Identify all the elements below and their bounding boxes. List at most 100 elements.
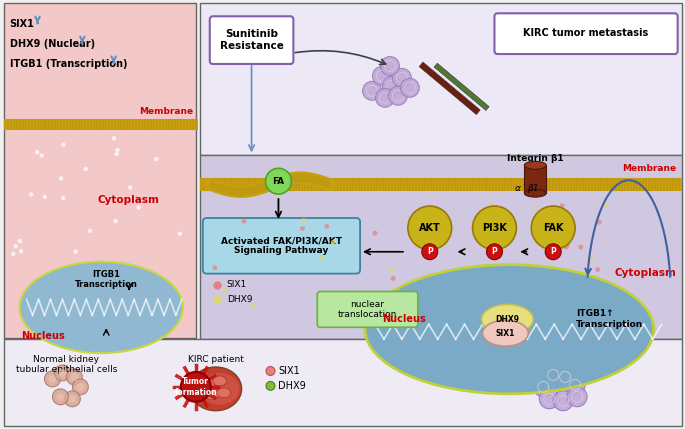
FancyBboxPatch shape — [203, 218, 360, 274]
Circle shape — [565, 375, 585, 395]
Circle shape — [603, 202, 608, 207]
Circle shape — [473, 206, 516, 250]
Text: DHX9: DHX9 — [495, 315, 519, 324]
Circle shape — [40, 153, 44, 158]
Circle shape — [390, 276, 396, 281]
Circle shape — [373, 66, 391, 85]
Text: ITGB1↑
Transcription: ITGB1↑ Transcription — [576, 309, 643, 329]
FancyBboxPatch shape — [210, 16, 293, 64]
Circle shape — [543, 365, 563, 385]
Circle shape — [14, 244, 18, 248]
Text: P: P — [492, 247, 497, 256]
Circle shape — [565, 242, 570, 247]
Text: KIRC patient: KIRC patient — [188, 355, 244, 364]
Circle shape — [18, 239, 22, 243]
Text: Nucleus: Nucleus — [22, 331, 65, 341]
Text: PI3K: PI3K — [482, 223, 507, 233]
Circle shape — [136, 205, 141, 210]
Bar — [434, 63, 489, 110]
Text: Normal kidney
tubular epithelial cells: Normal kidney tubular epithelial cells — [16, 355, 117, 375]
Text: KIRC tumor metastasis: KIRC tumor metastasis — [523, 28, 649, 38]
Circle shape — [58, 369, 66, 377]
Ellipse shape — [200, 373, 240, 405]
Circle shape — [35, 150, 39, 154]
Circle shape — [49, 375, 56, 383]
Ellipse shape — [365, 265, 653, 394]
Circle shape — [241, 219, 247, 224]
Circle shape — [29, 192, 34, 197]
Text: DHX9: DHX9 — [278, 381, 306, 391]
Bar — [524, 165, 546, 193]
Circle shape — [539, 389, 559, 409]
Circle shape — [154, 157, 158, 161]
Circle shape — [553, 391, 573, 411]
Text: SIX1: SIX1 — [10, 19, 34, 29]
Circle shape — [597, 220, 601, 225]
Circle shape — [177, 232, 182, 236]
Circle shape — [331, 240, 336, 245]
Circle shape — [115, 148, 120, 152]
FancyBboxPatch shape — [200, 3, 682, 155]
Circle shape — [45, 371, 60, 387]
Circle shape — [362, 82, 382, 100]
Circle shape — [66, 369, 82, 385]
Text: Membrane: Membrane — [623, 164, 677, 173]
Circle shape — [401, 79, 419, 97]
Circle shape — [436, 236, 440, 241]
Text: Nucleus: Nucleus — [382, 314, 426, 324]
Circle shape — [373, 231, 377, 236]
Circle shape — [19, 249, 23, 254]
Circle shape — [319, 256, 324, 261]
Circle shape — [212, 265, 217, 270]
Circle shape — [388, 86, 408, 105]
FancyBboxPatch shape — [200, 155, 682, 339]
Text: ITGB1
Transcription: ITGB1 Transcription — [75, 270, 138, 289]
Text: SIX1: SIX1 — [496, 329, 515, 338]
Ellipse shape — [482, 320, 528, 346]
Text: Cytoplasm: Cytoplasm — [97, 195, 159, 205]
Circle shape — [390, 268, 395, 273]
Circle shape — [61, 142, 66, 147]
Text: SIX1: SIX1 — [278, 366, 300, 376]
Circle shape — [589, 257, 594, 262]
Text: SIX1: SIX1 — [227, 280, 247, 289]
Circle shape — [578, 245, 584, 250]
Circle shape — [71, 373, 78, 381]
Circle shape — [532, 205, 537, 210]
Circle shape — [560, 203, 564, 208]
Ellipse shape — [20, 262, 183, 353]
Text: DHX9 (Nuclear): DHX9 (Nuclear) — [10, 39, 95, 49]
Circle shape — [251, 304, 256, 309]
Text: KIRC cells: KIRC cells — [537, 355, 581, 364]
Circle shape — [128, 185, 132, 190]
Circle shape — [88, 229, 92, 233]
Text: ITGB1 (Transcription): ITGB1 (Transcription) — [10, 59, 127, 69]
Text: Activated FAK/PI3K/AKT
Signaling Pathway: Activated FAK/PI3K/AKT Signaling Pathway — [221, 236, 342, 256]
Bar — [419, 62, 480, 115]
Circle shape — [266, 168, 291, 194]
Circle shape — [564, 245, 569, 250]
Text: nuclear
translocation: nuclear translocation — [337, 300, 397, 319]
Circle shape — [114, 152, 119, 156]
Circle shape — [11, 252, 16, 256]
Bar — [200, 178, 682, 191]
Text: Tumor
formation: Tumor formation — [175, 377, 217, 396]
Ellipse shape — [205, 390, 219, 400]
Circle shape — [112, 136, 116, 141]
Ellipse shape — [524, 161, 546, 169]
Circle shape — [59, 176, 63, 181]
Text: Sunitinib
Resistance: Sunitinib Resistance — [220, 29, 284, 51]
Circle shape — [393, 69, 412, 88]
Circle shape — [222, 288, 227, 293]
FancyBboxPatch shape — [495, 13, 677, 54]
Text: FAK: FAK — [543, 223, 564, 233]
Text: Integrin β1: Integrin β1 — [507, 154, 564, 163]
Circle shape — [534, 377, 553, 397]
Circle shape — [556, 367, 575, 387]
Circle shape — [114, 219, 118, 224]
Circle shape — [565, 236, 570, 241]
FancyBboxPatch shape — [3, 339, 682, 426]
Circle shape — [408, 206, 451, 250]
Circle shape — [73, 379, 88, 395]
Circle shape — [42, 195, 47, 199]
